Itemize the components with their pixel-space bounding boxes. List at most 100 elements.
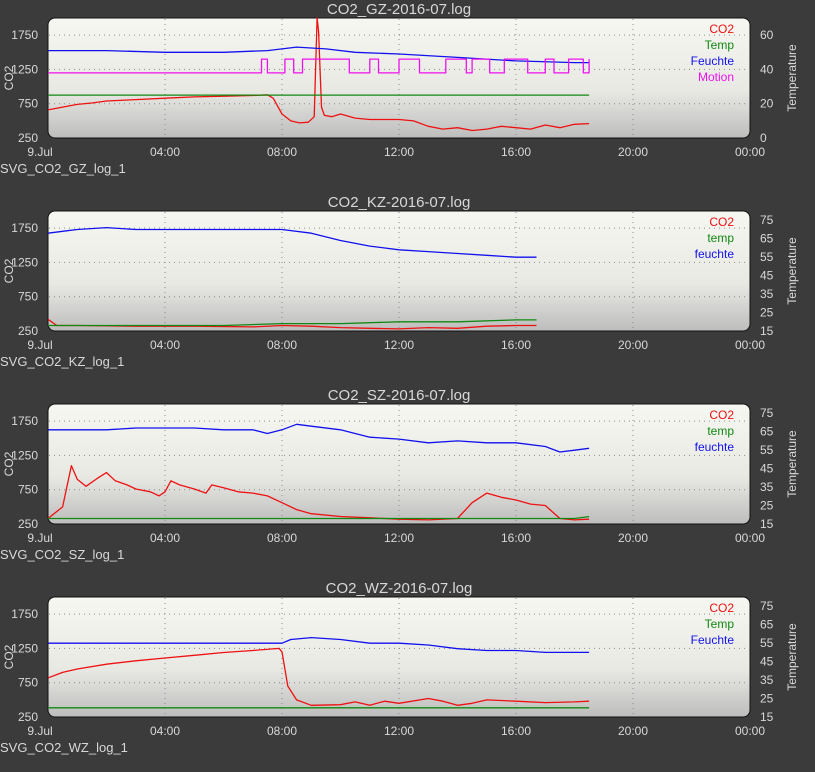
y-axis-label: CO2 bbox=[2, 258, 16, 283]
y2-tick-label: 15 bbox=[760, 324, 774, 338]
y2-tick-label: 35 bbox=[760, 480, 774, 494]
y-tick-label: 750 bbox=[18, 97, 38, 111]
series-line bbox=[48, 636, 590, 654]
y-tick-label: 750 bbox=[18, 290, 38, 304]
y2-tick-label: 20 bbox=[760, 97, 774, 111]
x-tick-label: 9.Jul bbox=[27, 724, 52, 738]
y2-axis-label: Temperature bbox=[785, 430, 799, 498]
y-axis-label: CO2 bbox=[2, 65, 16, 90]
chart-svg: 9.Jul 04:00 08:00 12:00 16:00 20:00 00:00 250 75… bbox=[2, 387, 799, 545]
y-tick-label: 750 bbox=[18, 483, 38, 497]
x-tick-label: 08:00 bbox=[267, 531, 297, 545]
y2-axis-label: Temperature bbox=[785, 623, 799, 691]
y2-tick-label: 65 bbox=[760, 425, 774, 439]
legend-entry: temp bbox=[707, 231, 734, 245]
legend-entry: feuchte bbox=[695, 247, 735, 261]
x-tick-label: 00:00 bbox=[735, 145, 765, 159]
y2-tick-label: 65 bbox=[760, 618, 774, 632]
x-tick-label: 04:00 bbox=[150, 724, 180, 738]
y-tick-label: 1250 bbox=[11, 641, 38, 655]
x-tick-label: 20:00 bbox=[618, 531, 648, 545]
series-line bbox=[48, 17, 590, 132]
chart-title: CO2_GZ-2016-07.log bbox=[327, 1, 471, 18]
plot-area bbox=[47, 596, 751, 718]
y-tick-label: 1250 bbox=[11, 62, 38, 76]
series-line bbox=[48, 319, 537, 327]
y2-tick-label: 75 bbox=[760, 406, 774, 420]
y2-tick-label: 55 bbox=[760, 250, 774, 264]
y-tick-label: 250 bbox=[18, 517, 38, 531]
chart-title: CO2_KZ-2016-07.log bbox=[328, 194, 471, 211]
legend-entry: Motion bbox=[698, 70, 734, 84]
y2-tick-label: 60 bbox=[760, 28, 774, 42]
y2-tick-label: 45 bbox=[760, 269, 774, 283]
x-tick-label: 08:00 bbox=[267, 724, 297, 738]
y2-axis-label: Temperature bbox=[785, 237, 799, 305]
legend-entry: Feuchte bbox=[691, 633, 735, 647]
y-tick-label: 1250 bbox=[11, 255, 38, 269]
y2-tick-label: 25 bbox=[760, 692, 774, 706]
x-tick-label: 9.Jul bbox=[27, 145, 52, 159]
y2-tick-label: 35 bbox=[760, 287, 774, 301]
y2-tick-label: 15 bbox=[760, 710, 774, 724]
legend-entry: Temp bbox=[705, 617, 735, 631]
x-tick-label: 20:00 bbox=[618, 338, 648, 352]
chart-caption: SVG_CO2_WZ_log_1 bbox=[0, 740, 128, 755]
chart-panel: 9.Jul 04:00 08:00 12:00 16:00 20:00 00:00 250 75… bbox=[0, 0, 815, 193]
legend-entry: CO2 bbox=[709, 601, 734, 615]
y2-tick-label: 75 bbox=[760, 213, 774, 227]
x-tick-label: 16:00 bbox=[501, 531, 531, 545]
chart-panel: 9.Jul 04:00 08:00 12:00 16:00 20:00 00:00 250 75… bbox=[0, 579, 815, 772]
chart-caption: SVG_CO2_GZ_log_1 bbox=[0, 161, 126, 176]
x-tick-label: 08:00 bbox=[267, 145, 297, 159]
legend-entry: CO2 bbox=[709, 22, 734, 36]
x-tick-label: 08:00 bbox=[267, 338, 297, 352]
chart-svg: 9.Jul 04:00 08:00 12:00 16:00 20:00 00:00 250 75… bbox=[2, 580, 799, 738]
plot-area bbox=[47, 403, 751, 525]
x-tick-label: 20:00 bbox=[618, 145, 648, 159]
x-tick-label: 20:00 bbox=[618, 724, 648, 738]
series-line bbox=[48, 423, 590, 453]
legend-entry: CO2 bbox=[709, 215, 734, 229]
x-tick-label: 16:00 bbox=[501, 338, 531, 352]
y2-tick-label: 40 bbox=[760, 62, 774, 76]
legend-entry: temp bbox=[707, 424, 734, 438]
x-tick-label: 12:00 bbox=[384, 338, 414, 352]
y2-tick-label: 45 bbox=[760, 462, 774, 476]
y-axis-label: CO2 bbox=[2, 451, 16, 476]
series-line bbox=[48, 46, 590, 64]
chart-caption: SVG_CO2_KZ_log_1 bbox=[0, 354, 125, 369]
x-tick-label: 00:00 bbox=[735, 338, 765, 352]
chart-svg: 9.Jul 04:00 08:00 12:00 16:00 20:00 00:00 250 75… bbox=[2, 1, 799, 159]
y2-tick-label: 55 bbox=[760, 443, 774, 457]
y2-tick-label: 45 bbox=[760, 655, 774, 669]
legend-entry: Feuchte bbox=[691, 54, 735, 68]
y2-tick-label: 25 bbox=[760, 499, 774, 513]
series-line bbox=[48, 465, 590, 521]
y-tick-label: 250 bbox=[18, 710, 38, 724]
x-tick-label: 12:00 bbox=[384, 531, 414, 545]
y-tick-label: 250 bbox=[18, 131, 38, 145]
chart-panel: 9.Jul 04:00 08:00 12:00 16:00 20:00 00:00 250 75… bbox=[0, 386, 815, 579]
y-tick-label: 750 bbox=[18, 676, 38, 690]
y-tick-label: 1250 bbox=[11, 448, 38, 462]
x-tick-label: 12:00 bbox=[384, 724, 414, 738]
x-tick-label: 12:00 bbox=[384, 145, 414, 159]
x-tick-label: 16:00 bbox=[501, 145, 531, 159]
y-tick-label: 1750 bbox=[11, 221, 38, 235]
x-tick-label: 04:00 bbox=[150, 145, 180, 159]
chart-title: CO2_SZ-2016-07.log bbox=[328, 387, 471, 404]
series-line bbox=[48, 647, 590, 706]
series-line bbox=[48, 515, 590, 520]
x-tick-label: 00:00 bbox=[735, 724, 765, 738]
y-tick-label: 250 bbox=[18, 324, 38, 338]
y2-tick-label: 55 bbox=[760, 636, 774, 650]
x-tick-label: 9.Jul bbox=[27, 531, 52, 545]
legend-entry: feuchte bbox=[695, 440, 735, 454]
y2-axis-label: Temperature bbox=[785, 44, 799, 112]
x-tick-label: 9.Jul bbox=[27, 338, 52, 352]
chart-panel: 9.Jul 04:00 08:00 12:00 16:00 20:00 00:00 250 75… bbox=[0, 193, 815, 386]
y2-tick-label: 35 bbox=[760, 673, 774, 687]
y2-tick-label: 75 bbox=[760, 599, 774, 613]
